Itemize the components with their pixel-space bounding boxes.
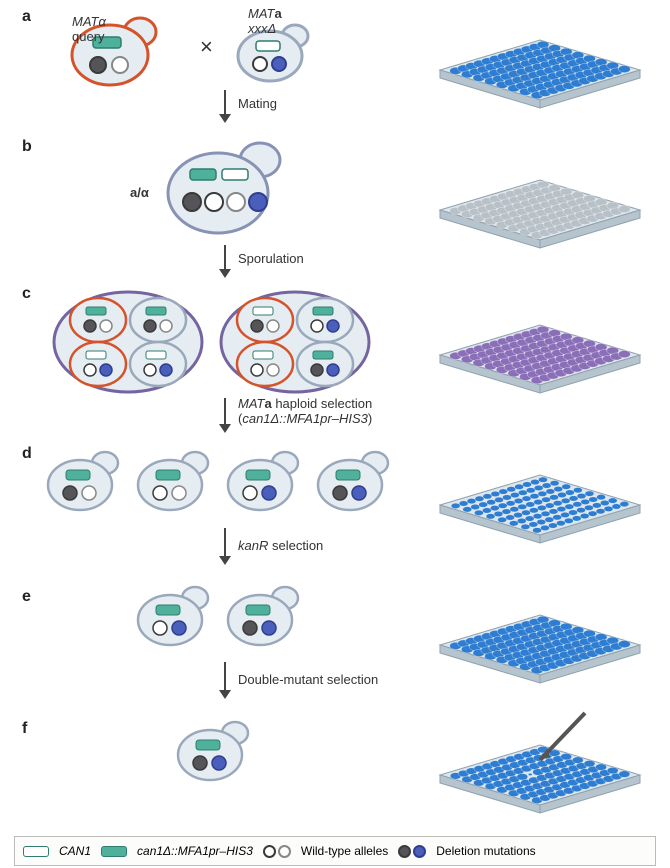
tetrad-1 — [48, 286, 213, 401]
haploid-row-e — [130, 580, 330, 655]
cell-double-mutant — [170, 715, 270, 790]
panel-letter-d: d — [22, 445, 32, 463]
legend-bar: CAN1 can1Δ::MFA1pr–HIS3 Wild-type allele… — [14, 836, 656, 866]
legend-del: Deletion mutations — [436, 844, 535, 858]
legend-swatch-can1his3 — [101, 846, 127, 857]
plate-a — [420, 10, 660, 120]
panel-letter-b: b — [22, 138, 32, 156]
step-label-mating: Mating — [238, 96, 277, 111]
panel-letter-c: c — [22, 285, 31, 303]
label-mata-xxx: MATaxxxΔ — [248, 6, 282, 36]
legend-can1his3: can1Δ::MFA1pr–HIS3 — [137, 844, 253, 858]
arrow-a-b — [224, 90, 226, 116]
cross-symbol: × — [200, 34, 213, 60]
arrow-b-c — [224, 245, 226, 271]
step-label-sporulation: Sporulation — [238, 251, 304, 266]
label-diploid: a/α — [130, 185, 149, 200]
panel-letter-e: e — [22, 588, 31, 606]
legend-dot-del-black — [398, 845, 411, 858]
legend-wt: Wild-type alleles — [301, 844, 388, 858]
cell-diploid — [150, 135, 300, 240]
step-label-double: Double-mutant selection — [238, 672, 378, 687]
figure-canvas: a MATαquery × MATaxxxΔ Mating b a/α Spor… — [0, 0, 670, 868]
arrow-d-e — [224, 528, 226, 558]
plate-b — [420, 150, 660, 260]
plate-e — [420, 585, 660, 695]
plate-f — [420, 715, 660, 825]
arrow-c-d — [224, 398, 226, 426]
label-query-alpha: MATαquery — [72, 14, 106, 44]
haploid-row-d — [40, 445, 430, 520]
panel-letter-a: a — [22, 8, 31, 26]
legend-dot-wt-grey — [278, 845, 291, 858]
legend-dot-wt-black — [263, 845, 276, 858]
step-label-kanr: kanR selection — [238, 538, 323, 553]
plate-c — [420, 295, 660, 405]
panel-letter-f: f — [22, 720, 27, 738]
legend-swatch-can1 — [23, 846, 49, 857]
step-label-haploid: MATa haploid selection(can1Δ::MFA1pr–HIS… — [238, 396, 372, 426]
plate-d — [420, 445, 660, 555]
arrow-e-f — [224, 662, 226, 692]
legend-can1: CAN1 — [59, 844, 91, 858]
tetrad-2 — [215, 286, 380, 401]
legend-dot-del-blue — [413, 845, 426, 858]
